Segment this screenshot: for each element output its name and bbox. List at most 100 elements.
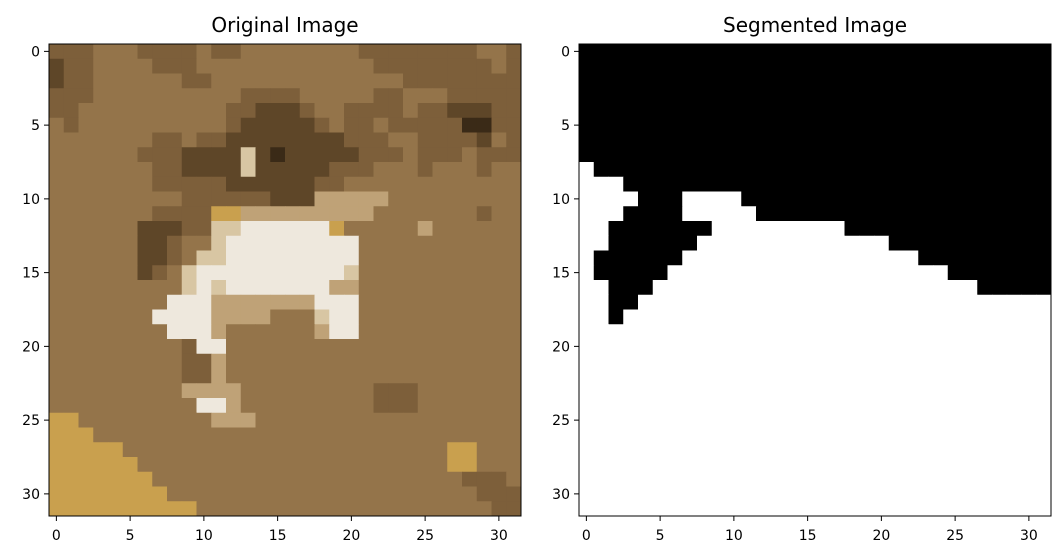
pixel-cell <box>962 132 978 148</box>
pixel-cell <box>270 103 286 119</box>
pixel-cell <box>358 471 374 487</box>
pixel-cell <box>491 501 507 517</box>
pixel-cell <box>638 103 654 119</box>
pixel-cell <box>829 339 845 355</box>
pixel-cell <box>1036 398 1052 414</box>
pixel-cell <box>63 147 79 163</box>
pixel-cell <box>329 147 345 163</box>
pixel-cell <box>122 132 138 148</box>
pixel-cell <box>373 294 389 310</box>
pixel-cell <box>1021 353 1037 369</box>
pixel-cell <box>844 221 860 237</box>
pixel-cell <box>1006 147 1022 163</box>
y-tick-label: 25 <box>22 413 40 429</box>
pixel-cell <box>682 58 698 74</box>
pixel-cell <box>667 147 683 163</box>
pixel-cell <box>623 265 639 281</box>
pixel-cell <box>829 206 845 222</box>
pixel-cell <box>652 471 668 487</box>
pixel-cell <box>800 486 816 502</box>
pixel-cell <box>78 103 94 119</box>
pixel-cell <box>711 117 727 133</box>
pixel-cell <box>652 58 668 74</box>
pixel-cell <box>63 73 79 89</box>
pixel-cell <box>1036 427 1052 443</box>
pixel-cell <box>167 250 183 266</box>
pixel-cell <box>697 44 713 60</box>
pixel-cell <box>785 294 801 310</box>
pixel-cell <box>358 427 374 443</box>
pixel-cell <box>815 294 831 310</box>
pixel-cell <box>137 383 153 399</box>
pixel-cell <box>403 73 419 89</box>
pixel-cell <box>373 383 389 399</box>
pixel-cell <box>638 324 654 340</box>
pixel-cell <box>373 44 389 60</box>
pixel-cell <box>49 265 65 281</box>
pixel-cell <box>770 176 786 192</box>
pixel-cell <box>1036 162 1052 178</box>
pixel-cell <box>874 457 890 473</box>
pixel-cell <box>593 280 609 296</box>
pixel-cell <box>506 132 522 148</box>
pixel-cell <box>285 368 301 384</box>
pixel-cell <box>785 383 801 399</box>
pixel-cell <box>137 457 153 473</box>
pixel-cell <box>447 398 463 414</box>
pixel-cell <box>403 309 419 325</box>
pixel-cell <box>785 339 801 355</box>
pixel-cell <box>623 58 639 74</box>
pixel-cell <box>756 44 772 60</box>
pixel-cell <box>815 442 831 458</box>
pixel-cell <box>240 176 256 192</box>
pixel-cell <box>506 73 522 89</box>
pixel-cell <box>211 117 227 133</box>
pixel-cell <box>815 117 831 133</box>
pixel-cell <box>108 457 124 473</box>
pixel-cell <box>918 280 934 296</box>
pixel-cell <box>682 427 698 443</box>
pixel-cell <box>93 427 109 443</box>
pixel-cell <box>933 412 949 428</box>
pixel-cell <box>417 427 433 443</box>
pixel-cell <box>181 457 197 473</box>
pixel-cell <box>476 265 492 281</box>
pixel-cell <box>108 383 124 399</box>
y-tick-label: 20 <box>22 339 40 355</box>
pixel-cell <box>741 176 757 192</box>
pixel-cell <box>1036 294 1052 310</box>
pixel-cell <box>623 457 639 473</box>
pixel-cell <box>903 73 919 89</box>
pixel-cell <box>770 412 786 428</box>
pixel-cell <box>1036 280 1052 296</box>
pixel-cell <box>903 309 919 325</box>
pixel-cell <box>770 191 786 207</box>
pixel-cell <box>462 250 478 266</box>
pixel-cell <box>933 383 949 399</box>
pixel-cell <box>859 501 875 517</box>
pixel-cell <box>299 162 315 178</box>
pixel-cell <box>1006 280 1022 296</box>
pixel-cell <box>285 442 301 458</box>
pixel-cell <box>593 147 609 163</box>
pixel-cell <box>844 44 860 60</box>
pixel-cell <box>593 383 609 399</box>
pixel-cell <box>829 265 845 281</box>
pixel-cell <box>652 398 668 414</box>
pixel-cell <box>314 265 330 281</box>
pixel-cell <box>137 58 153 74</box>
pixel-cell <box>432 442 448 458</box>
y-tick-label: 20 <box>552 339 570 355</box>
pixel-cell <box>93 294 109 310</box>
pixel-cell <box>255 412 271 428</box>
pixel-cell <box>697 427 713 443</box>
pixel-cell <box>962 73 978 89</box>
pixel-cell <box>255 353 271 369</box>
pixel-cell <box>800 235 816 251</box>
pixel-cell <box>608 353 624 369</box>
pixel-cell <box>741 383 757 399</box>
pixel-cell <box>196 58 212 74</box>
pixel-cell <box>1006 471 1022 487</box>
pixel-cell <box>506 501 522 517</box>
